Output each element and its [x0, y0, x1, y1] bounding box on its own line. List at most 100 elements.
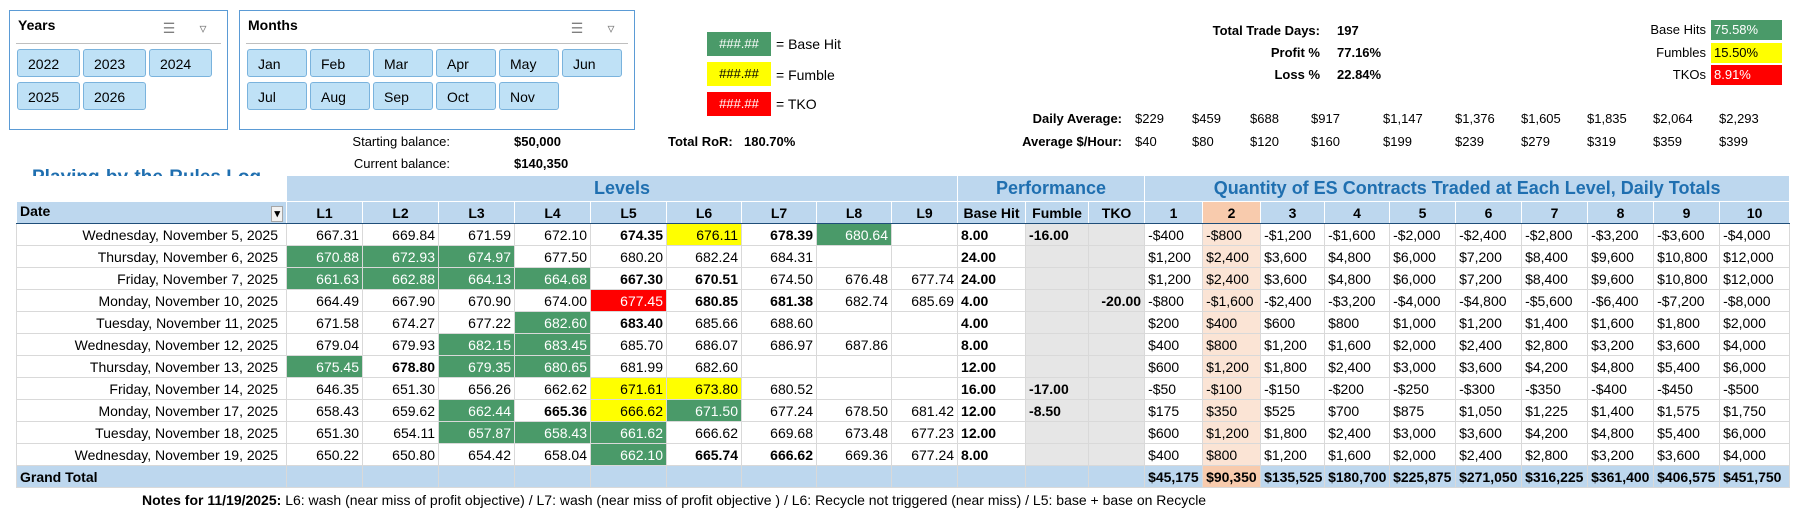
quantity-cell: $1,600	[1587, 311, 1655, 334]
slicer-month-nov[interactable]: Nov	[499, 82, 559, 110]
level-cell: 665.36	[514, 399, 591, 422]
level-cell: 678.39	[741, 223, 817, 246]
slicer-month-feb[interactable]: Feb	[310, 49, 370, 77]
quantity-cell: $9,600	[1587, 245, 1655, 268]
column-header: L5	[590, 201, 667, 224]
level-cell: 667.30	[590, 267, 667, 290]
level-cell: 675.45	[286, 355, 363, 378]
base-hit-cell: 12.00	[957, 355, 1027, 378]
level-cell: 676.48	[816, 267, 892, 290]
quantity-cell: $10,800	[1653, 267, 1721, 290]
quantity-cell: -$800	[1202, 223, 1262, 246]
level-cell: 676.11	[666, 223, 742, 246]
quantity-cell: -$450	[1653, 377, 1721, 400]
level-cell: 680.85	[666, 289, 742, 312]
level-cell: 673.48	[816, 421, 892, 444]
column-header: L4	[514, 201, 591, 224]
level-cell: 681.42	[890, 399, 959, 422]
level-cell: 682.60	[666, 355, 742, 378]
column-header: L1	[286, 201, 363, 224]
table-row: Thursday, November 6, 2025 670.88 672.93 67…	[16, 245, 1791, 268]
quantity-cell: $1,200	[1202, 421, 1262, 444]
grand-total-empty	[816, 465, 892, 488]
grand-total-empty	[957, 465, 1027, 488]
slicer-month-may[interactable]: May	[499, 49, 559, 77]
slicer-month-mar[interactable]: Mar	[373, 49, 433, 77]
clear-filter-icon[interactable]: ▿	[199, 20, 207, 36]
quantity-cell: $4,200	[1521, 421, 1589, 444]
fumble-cell: -16.00	[1025, 223, 1090, 246]
column-header: Fumble	[1025, 201, 1090, 224]
avg-per-hour-label: Average $/Hour:	[1022, 134, 1122, 149]
level-cell: 658.04	[514, 443, 591, 466]
fumble-cell	[1025, 355, 1090, 378]
level-cell: 671.50	[666, 399, 742, 422]
loss-label: Loss %	[1274, 67, 1320, 82]
performance-group-header: Performance	[957, 175, 1146, 202]
fumble-cell	[1025, 289, 1090, 312]
level-cell: 669.84	[362, 223, 439, 246]
grand-total-empty	[286, 465, 363, 488]
quantity-cell: $3,600	[1260, 267, 1326, 290]
quantity-cell: -$50	[1144, 377, 1204, 400]
grand-total-cell: $180,700	[1324, 465, 1391, 488]
fumble-cell: -8.50	[1025, 399, 1090, 422]
quantity-cell: $3,000	[1389, 421, 1457, 444]
slicer-year-2024[interactable]: 2024	[149, 49, 212, 77]
level-cell: 686.07	[666, 333, 742, 356]
base-hit-cell: 16.00	[957, 377, 1027, 400]
base-hit-cell: 4.00	[957, 289, 1027, 312]
quantity-cell: $1,225	[1521, 399, 1589, 422]
table-row: Wednesday, November 5, 2025 667.31 669.84 6…	[16, 223, 1791, 246]
quantity-cell: $400	[1202, 311, 1262, 334]
level-cell: 685.66	[666, 311, 742, 334]
multi-select-icon[interactable]: ☰	[570, 20, 584, 36]
column-header: 5	[1389, 201, 1457, 224]
slicer-year-2025[interactable]: 2025	[17, 82, 80, 110]
date-column-header[interactable]: Date ▾	[16, 201, 287, 224]
level-cell: 685.70	[590, 333, 667, 356]
slicer-month-jan[interactable]: Jan	[247, 49, 307, 77]
avg-per-hour-value: $120	[1250, 134, 1279, 149]
multi-select-icon[interactable]: ☰	[162, 20, 176, 36]
quantity-cell: $7,200	[1455, 267, 1523, 290]
quantity-cell: $2,400	[1324, 355, 1391, 378]
filter-dropdown-icon[interactable]: ▾	[271, 206, 283, 222]
clear-filter-icon[interactable]: ▿	[607, 20, 615, 36]
table-row: Friday, November 7, 2025 661.63 662.88 664.…	[16, 267, 1791, 290]
slicer-year-2023[interactable]: 2023	[83, 49, 146, 77]
slicer-year-2022[interactable]: 2022	[17, 49, 80, 77]
fumble-cell	[1025, 421, 1090, 444]
slicer-month-sep[interactable]: Sep	[373, 82, 433, 110]
quantity-cell: $3,600	[1653, 333, 1721, 356]
avg-per-hour-value: $199	[1383, 134, 1412, 149]
slicer-month-oct[interactable]: Oct	[436, 82, 496, 110]
tko-cell	[1088, 377, 1146, 400]
quantity-cell: $1,000	[1389, 311, 1457, 334]
slicer-month-apr[interactable]: Apr	[436, 49, 496, 77]
level-cell: 672.93	[362, 245, 439, 268]
slicer-month-aug[interactable]: Aug	[310, 82, 370, 110]
slicer-month-jun[interactable]: Jun	[562, 49, 622, 77]
base-hit-cell: 8.00	[957, 443, 1027, 466]
quantity-cell: -$4,800	[1455, 289, 1523, 312]
level-cell: 687.86	[816, 333, 892, 356]
quantity-cell: $800	[1202, 333, 1262, 356]
quantity-cell: $2,800	[1521, 333, 1589, 356]
column-header: 9	[1653, 201, 1721, 224]
row-date: Wednesday, November 5, 2025	[16, 223, 287, 246]
slicer-month-jul[interactable]: Jul	[247, 82, 307, 110]
quantity-cell: $4,800	[1324, 267, 1391, 290]
column-header: L3	[438, 201, 515, 224]
quantity-cell: -$7,200	[1653, 289, 1721, 312]
quantity-cell: $1,750	[1719, 399, 1791, 422]
row-date: Monday, November 10, 2025	[16, 289, 287, 312]
quantity-cell: $800	[1324, 311, 1391, 334]
level-cell: 681.38	[741, 289, 817, 312]
quantity-cell: $1,400	[1521, 311, 1589, 334]
slicer-year-2026[interactable]: 2026	[83, 82, 146, 110]
level-cell: 674.00	[514, 289, 591, 312]
level-cell: 682.15	[438, 333, 515, 356]
quantity-cell: -$3,200	[1324, 289, 1391, 312]
level-cell: 678.80	[362, 355, 439, 378]
